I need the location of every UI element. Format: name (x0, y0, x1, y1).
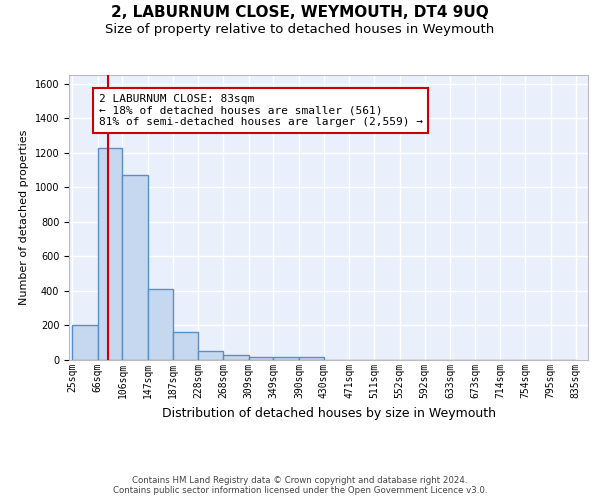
Text: Contains HM Land Registry data © Crown copyright and database right 2024.
Contai: Contains HM Land Registry data © Crown c… (113, 476, 487, 495)
Bar (173, 332, 198, 360)
Text: Size of property relative to detached houses in Weymouth: Size of property relative to detached ho… (106, 22, 494, 36)
Bar (299, 358, 324, 360)
Text: 2 LABURNUM CLOSE: 83sqm
← 18% of detached houses are smaller (561)
81% of semi-d: 2 LABURNUM CLOSE: 83sqm ← 18% of detache… (99, 94, 423, 127)
Bar (122, 175, 148, 360)
Bar (198, 352, 223, 360)
Bar (274, 358, 299, 360)
Bar (223, 355, 248, 360)
Bar (98, 148, 122, 360)
Bar (148, 289, 173, 360)
Text: Distribution of detached houses by size in Weymouth: Distribution of detached houses by size … (162, 408, 496, 420)
Y-axis label: Number of detached properties: Number of detached properties (19, 130, 29, 305)
Bar (248, 356, 274, 360)
Bar (72, 326, 98, 360)
Text: 2, LABURNUM CLOSE, WEYMOUTH, DT4 9UQ: 2, LABURNUM CLOSE, WEYMOUTH, DT4 9UQ (111, 5, 489, 20)
